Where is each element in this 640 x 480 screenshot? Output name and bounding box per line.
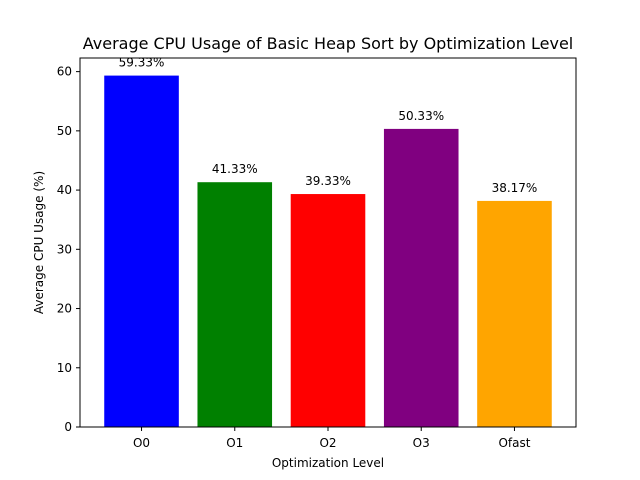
plot-frame [79,57,577,428]
x-axis-label: Optimization Level [272,456,384,470]
data-label-ofast: 38.17% [492,181,538,195]
x-tick-label: O2 [319,436,336,450]
chart-title: Average CPU Usage of Basic Heap Sort by … [83,34,573,53]
x-tick-label: O1 [226,436,243,450]
x-tick-label: O0 [133,436,150,450]
bars-group [104,75,552,427]
bar-o3 [383,128,459,427]
data-label-o1: 41.33% [212,162,258,176]
data-labels-group: 59.33% 41.33% 39.33% 50.33% 38.17% [119,56,538,195]
y-axis-label: Average CPU Usage (%) [32,171,46,314]
y-tick-label: 30 [57,242,72,256]
data-label-o0: 59.33% [119,56,165,70]
bar-o2 [290,194,366,427]
y-tick-label: 0 [64,420,72,434]
y-axis-ticks: 0 10 20 30 40 50 60 [57,65,80,434]
y-tick-label: 50 [57,124,72,138]
x-tick-label: O3 [413,436,430,450]
y-tick-label: 20 [57,302,72,316]
bar-o1 [197,182,273,427]
y-tick-label: 40 [57,183,72,197]
y-tick-label: 60 [57,65,72,79]
data-label-o2: 39.33% [305,174,351,188]
y-tick-label: 10 [57,361,72,375]
data-label-o3: 50.33% [398,109,444,123]
x-tick-label: Ofast [498,436,530,450]
bar-ofast [477,200,552,427]
bar-o0 [104,75,179,427]
x-axis-ticks: O0 O1 O2 O3 Ofast [133,427,531,450]
